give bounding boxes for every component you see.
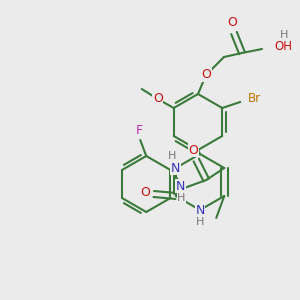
Text: H: H [196, 217, 204, 227]
Text: N: N [171, 161, 180, 175]
Text: O: O [140, 187, 150, 200]
Text: O: O [188, 143, 198, 157]
Text: F: F [136, 124, 143, 137]
Text: H: H [168, 151, 176, 161]
Text: H: H [280, 30, 288, 40]
Text: O: O [153, 92, 163, 104]
Text: O: O [201, 68, 211, 82]
Text: H: H [177, 193, 185, 203]
Text: N: N [195, 203, 205, 217]
Text: O: O [227, 16, 237, 29]
Text: OH: OH [274, 40, 292, 53]
Text: N: N [176, 179, 185, 193]
Text: Br: Br [248, 92, 261, 106]
